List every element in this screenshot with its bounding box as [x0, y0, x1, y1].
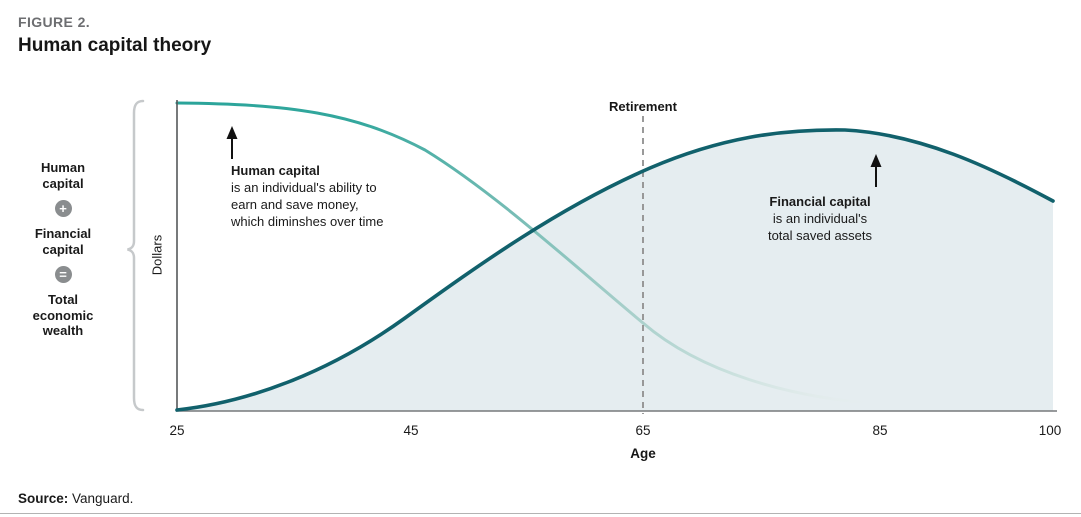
figure-label: FIGURE 2.	[18, 14, 91, 30]
source-text: Vanguard.	[72, 491, 134, 506]
x-tick-85: 85	[872, 423, 888, 438]
annotation-line: is an individual's	[772, 211, 868, 226]
page-title: Human capital theory	[18, 35, 212, 56]
financial-capital-curve	[175, 128, 1055, 412]
source-note: Source: Vanguard.	[18, 491, 133, 506]
x-axis-label: Age	[630, 446, 656, 461]
financial-capital-annotation: Financial capital is an individual's tot…	[768, 193, 872, 244]
x-tick-25: 25	[169, 423, 185, 438]
financial-capital-area	[177, 129, 1053, 411]
wealth-equation: Human capital + Financial capital = Tota…	[13, 160, 113, 339]
human-capital-annotation: Human capital is an individual's ability…	[231, 162, 383, 230]
financial-capital-label: Financial capital	[34, 226, 92, 257]
annotation-line: is an individual's ability to	[231, 180, 377, 195]
bottom-divider	[0, 513, 1081, 514]
equals-glyph: =	[59, 267, 67, 282]
annotation-line: which diminshes over time	[231, 214, 384, 229]
human-capital-label: Human capital	[40, 160, 86, 191]
source-label: Source:	[18, 491, 69, 506]
human-capital-up-arrow-icon	[226, 126, 238, 159]
retirement-label: Retirement	[609, 99, 677, 114]
annotation-line: earn and save money,	[231, 197, 359, 212]
annotation-line: total saved assets	[767, 228, 873, 243]
x-tick-100: 100	[1038, 423, 1062, 438]
financial-capital-up-arrow-icon	[870, 154, 882, 187]
x-tick-45: 45	[403, 423, 419, 438]
plus-icon: +	[54, 200, 72, 217]
plus-glyph: +	[59, 201, 67, 216]
x-tick-65: 65	[635, 423, 651, 438]
total-wealth-label: Total economic wealth	[32, 292, 94, 338]
annotation-heading: Human capital	[231, 163, 320, 178]
annotation-heading: Financial capital	[769, 194, 871, 209]
equals-icon: =	[54, 266, 72, 283]
curly-brace	[127, 99, 145, 412]
